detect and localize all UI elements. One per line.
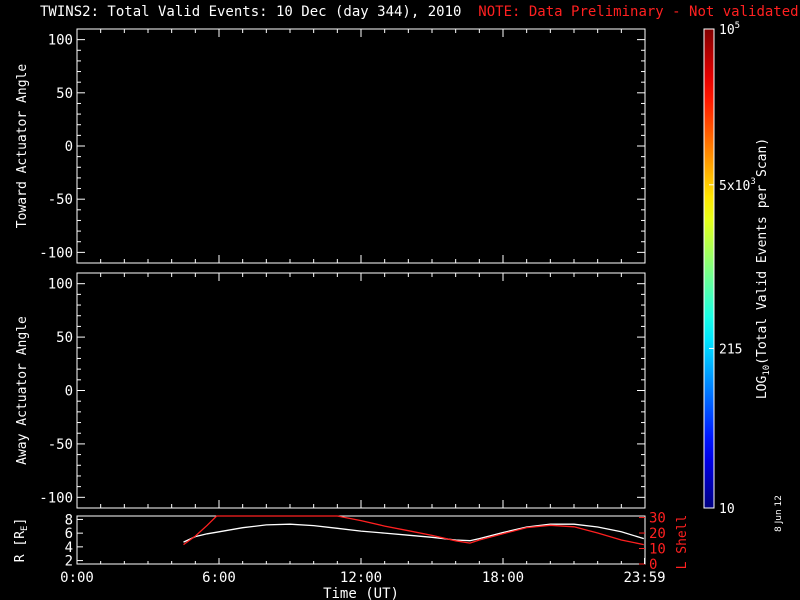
y-tick-label: -100 — [39, 245, 73, 261]
y-axis-label: Toward Actuator Angle — [15, 64, 30, 229]
toward-panel: 100 50 0 -50 -100 Toward Actuator Angle — [15, 28, 646, 264]
panel-frame — [76, 28, 646, 264]
y-tick-label: 50 — [56, 86, 73, 102]
y-tick-label: 0 — [65, 139, 73, 155]
y-tick-label: -50 — [48, 192, 73, 208]
y-tick-label: 100 — [48, 33, 73, 49]
